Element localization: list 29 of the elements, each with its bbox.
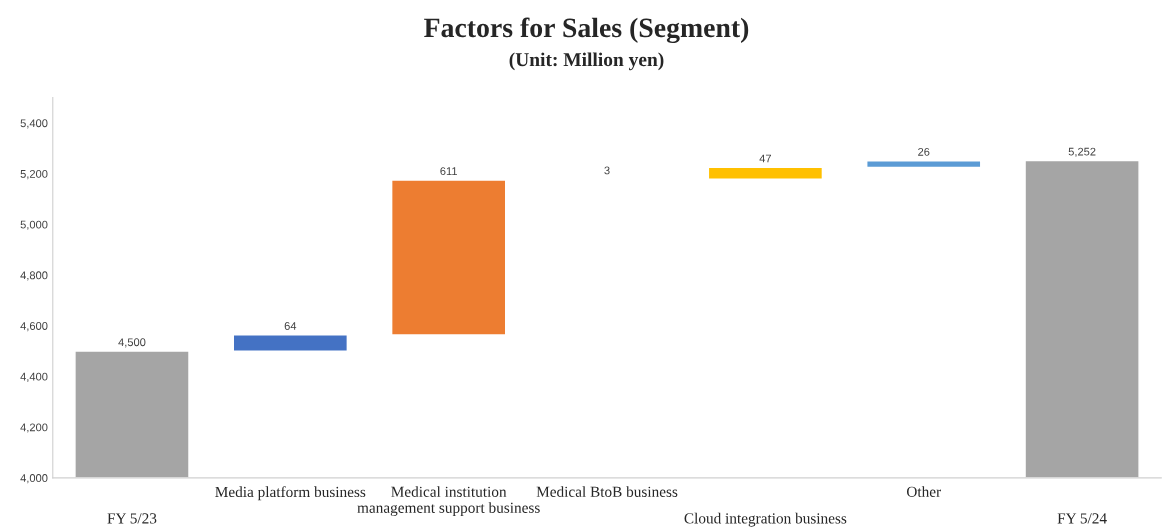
y-tick-label: 5,400 — [20, 119, 48, 129]
x-tick-label: Cloud integration business — [684, 512, 847, 527]
y-tick-label: 4,400 — [20, 372, 48, 382]
data-label: 4,500 — [118, 338, 146, 348]
bar — [390, 179, 507, 336]
data-label: 3 — [604, 166, 610, 175]
y-tick-label: 4,600 — [20, 322, 48, 332]
y-tick-label: 5,000 — [20, 220, 48, 230]
y-tick-label: 4,000 — [20, 474, 48, 484]
chart-subtitle: (Unit: Million yen) — [509, 52, 664, 71]
x-tick-label: Other — [906, 486, 941, 497]
bar — [866, 160, 982, 169]
bar — [1024, 159, 1140, 478]
data-label: 611 — [440, 167, 457, 176]
x-tick-label: Medical BtoB business — [536, 486, 678, 497]
data-label: 26 — [918, 147, 930, 156]
y-tick-label: 5,200 — [20, 169, 48, 180]
x-tick-label: FY 5/24 — [1057, 513, 1107, 524]
bar — [74, 350, 190, 478]
data-label: 64 — [284, 322, 297, 330]
y-tick-label: 4,800 — [20, 271, 48, 281]
bar — [232, 334, 349, 352]
chart-title: Factors for Sales (Segment) — [424, 17, 749, 44]
data-label: 5,252 — [1068, 147, 1096, 157]
data-label: 47 — [759, 154, 771, 163]
y-tick-label: 4,200 — [20, 423, 48, 433]
x-tick-label: FY 5/23 — [107, 513, 157, 524]
bar — [707, 166, 824, 180]
x-tick-label: Media platform business — [215, 486, 366, 501]
